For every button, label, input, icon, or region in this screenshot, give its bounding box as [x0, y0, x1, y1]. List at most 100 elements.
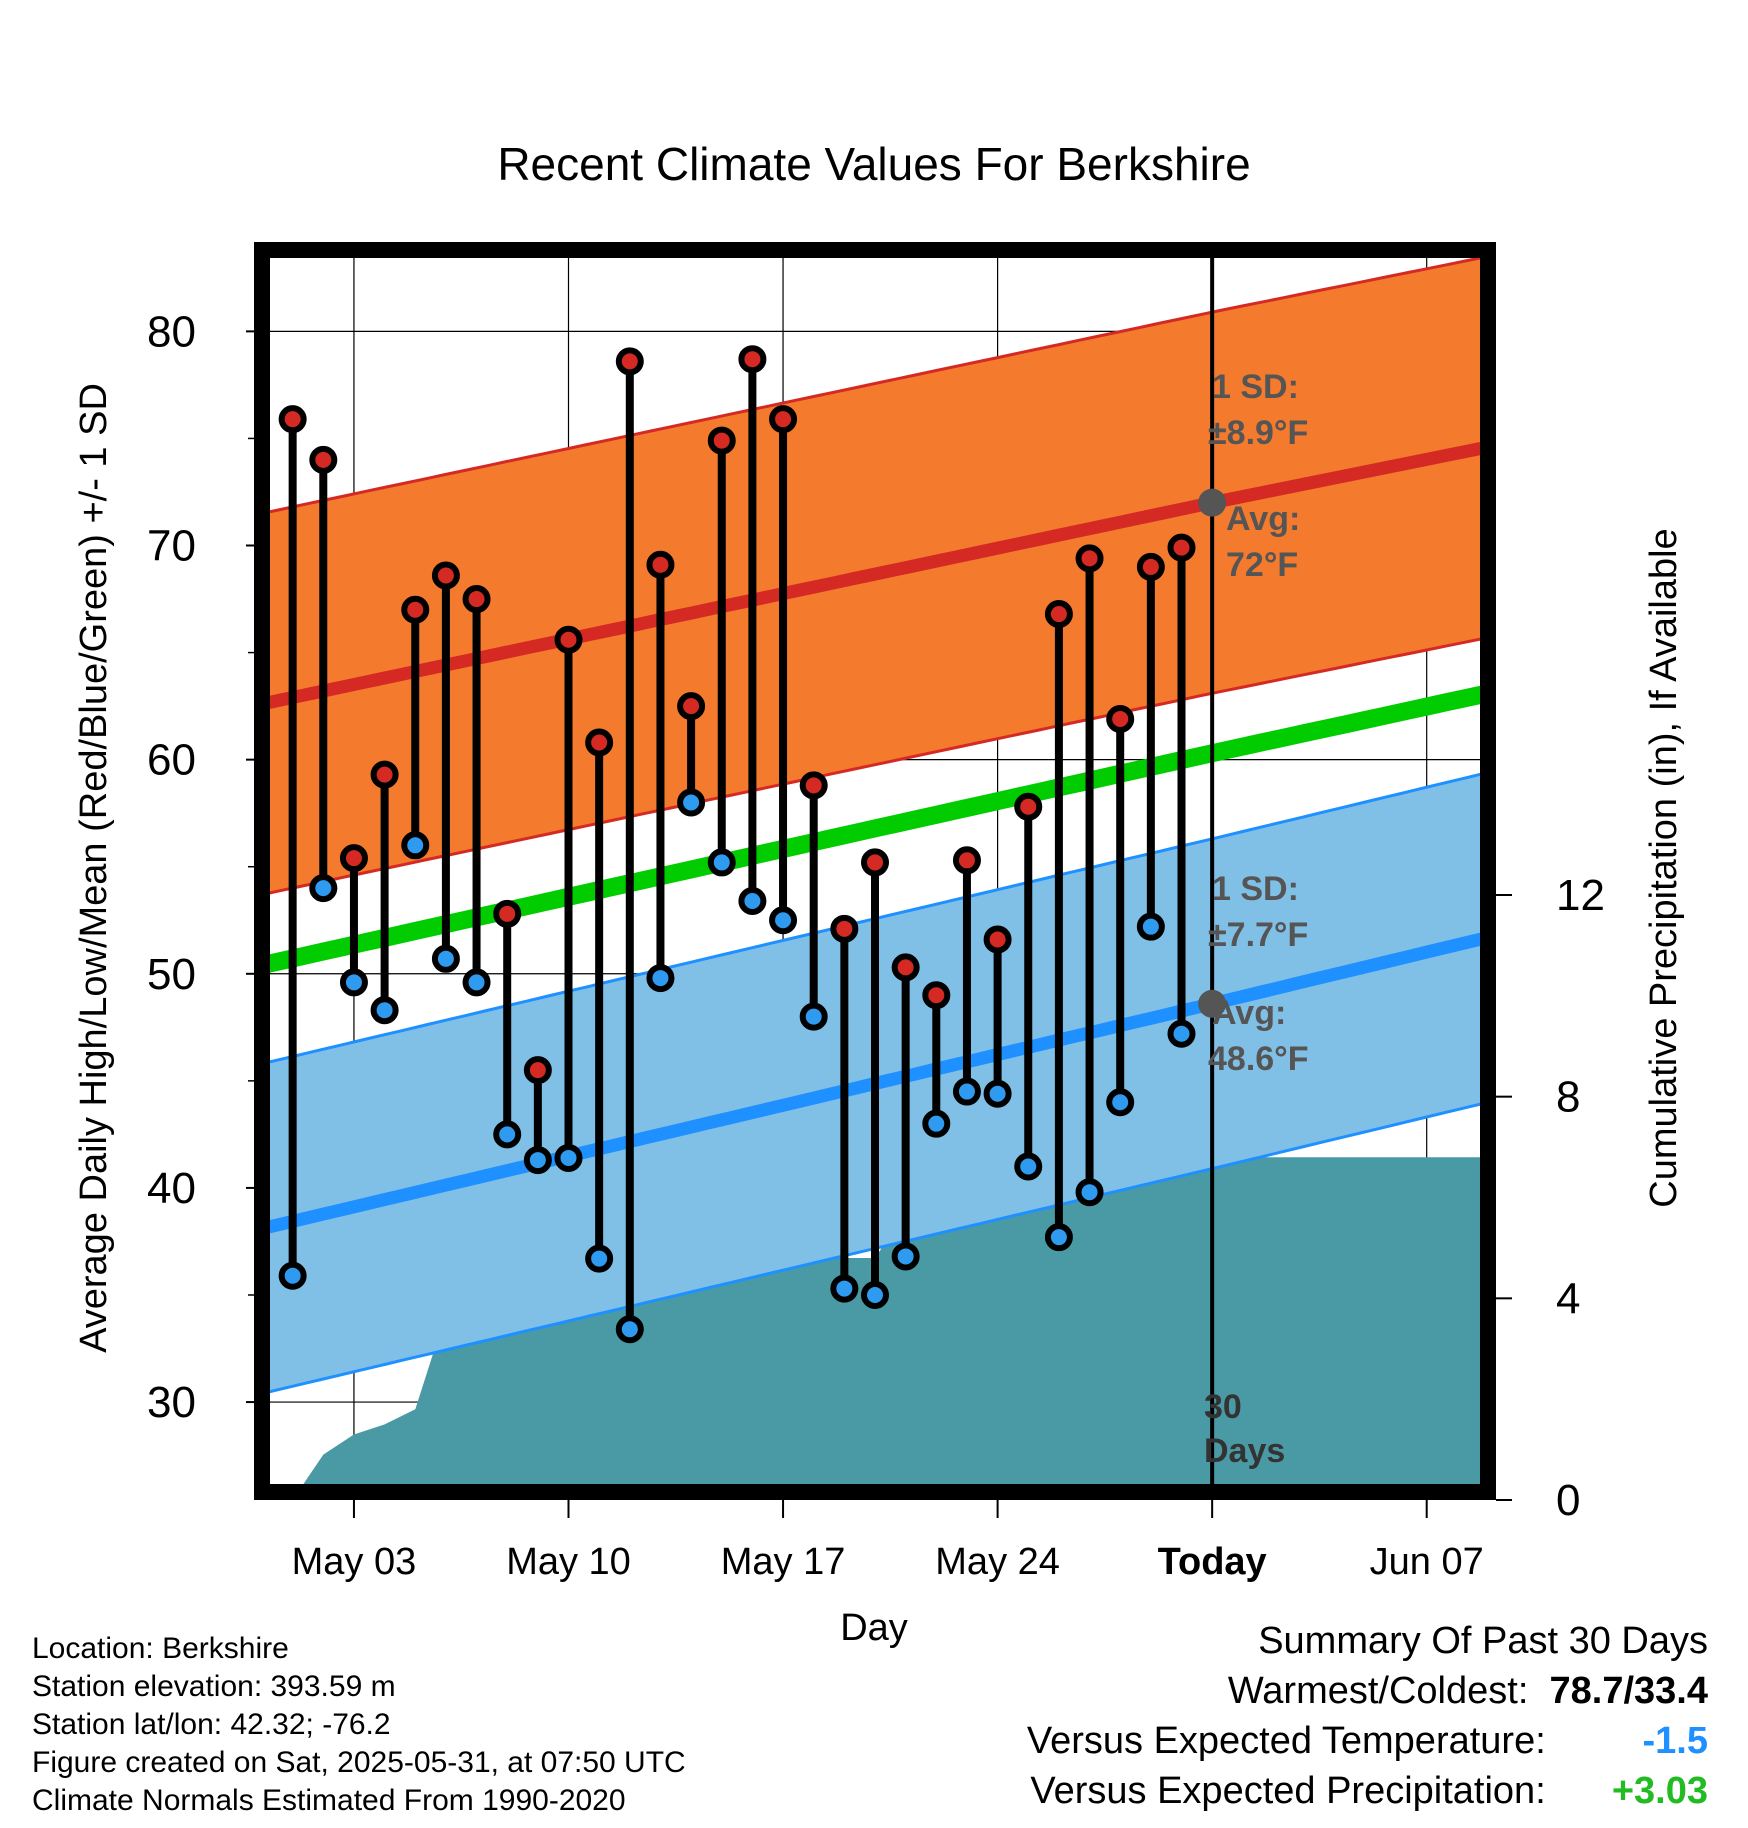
daily-low-point: [554, 1143, 583, 1172]
summary-precip: Versus Expected Precipitation: +3.03: [1030, 1770, 1708, 1813]
precip-value: +3.03: [1611, 1770, 1708, 1812]
daily-low-point: [1075, 1178, 1104, 1207]
mean-normal-line: [262, 684, 1488, 974]
x-axis-ticks: May 03 May 10 May 17 May 24 Today Jun 07: [292, 1500, 1484, 1583]
daily-high-point: [830, 914, 859, 943]
y-tick-label: 80: [147, 307, 196, 356]
daily-high-point: [769, 405, 798, 434]
plot-frame: [254, 242, 1496, 1500]
low-avg-label: Avg:: [1212, 994, 1286, 1032]
daily-low-point: [646, 964, 675, 993]
y2-tick-label: 0: [1556, 1476, 1580, 1525]
y-tick-label: 70: [147, 522, 196, 571]
low-sd-value: ±7.7°F: [1208, 916, 1308, 954]
y2-tick-label: 8: [1556, 1073, 1580, 1122]
daily-high-point: [1044, 600, 1073, 629]
high-normal-line: [262, 440, 1488, 711]
daily-high-point: [493, 899, 522, 928]
days-label: Days: [1204, 1432, 1285, 1470]
daily-high-point: [370, 760, 399, 789]
annotations: 1 SD: ±8.9°F Avg: 72°F 1 SD: ±7.7°F Avg:…: [1204, 368, 1309, 1470]
daily-low-point: [1136, 912, 1165, 941]
low-avg-marker: [1198, 989, 1227, 1018]
daily-high-point: [677, 692, 706, 721]
warm-cold-label: Warmest/Coldest:: [1227, 1670, 1529, 1712]
daily-low-point: [309, 874, 338, 903]
daily-high-point: [1167, 533, 1196, 562]
temp-value: -1.5: [1642, 1720, 1708, 1762]
daily-high-point: [401, 595, 430, 624]
y-axis-ticks: 30 40 50 60 70 80: [147, 307, 254, 1427]
daily-high-point: [922, 981, 951, 1010]
chart-title: Recent Climate Values For Berkshire: [497, 138, 1250, 190]
y2-axis-ticks: 0 4 8 12: [1496, 871, 1605, 1525]
daily-low-point: [799, 1002, 828, 1031]
daily-high-point: [339, 844, 368, 873]
info-elevation: Station elevation: 393.59 m: [32, 1670, 396, 1703]
daily-low-point: [462, 968, 491, 997]
y-tick-label: 60: [147, 736, 196, 785]
summary-warm-cold: Warmest/Coldest: 78.7/33.4: [1228, 1670, 1708, 1713]
daily-high-point: [952, 846, 981, 875]
x-tick-label: May 17: [721, 1541, 846, 1583]
daily-high-point: [646, 550, 675, 579]
daily-low-point: [707, 848, 736, 877]
y2-tick-label: 12: [1556, 871, 1605, 920]
daily-high-point: [1014, 792, 1043, 821]
x-axis-label: Day: [840, 1607, 908, 1649]
daily-range-stems: [288, 359, 1186, 1330]
daily-low-point: [922, 1109, 951, 1138]
daily-high-point: [309, 445, 338, 474]
y-tick-label: 50: [147, 950, 196, 999]
daily-low-point: [493, 1120, 522, 1149]
daily-high-point: [738, 345, 767, 374]
summary-title: Summary Of Past 30 Days: [1258, 1620, 1708, 1662]
y2-tick-label: 4: [1556, 1274, 1580, 1323]
x-tick-label: May 03: [292, 1541, 417, 1583]
daily-high-point: [431, 561, 460, 590]
high-avg-marker: [1198, 488, 1227, 517]
daily-low-point: [339, 968, 368, 997]
daily-low-point: [830, 1274, 859, 1303]
warm-cold-value: 78.7/33.4: [1549, 1670, 1708, 1712]
y2-axis-label: Cumulative Precipitation (in), If Availa…: [1643, 528, 1685, 1207]
y-axis-label: Average Daily High/Low/Mean (Red/Blue/Gr…: [73, 383, 115, 1353]
y-tick-label: 40: [147, 1164, 196, 1213]
daily-low-point: [738, 886, 767, 915]
precip-label: Versus Expected Precipitation:: [1030, 1770, 1546, 1812]
daily-low-point: [523, 1146, 552, 1175]
high-band-lower-edge: [262, 636, 1488, 897]
low-sd-label: 1 SD:: [1212, 870, 1299, 908]
daily-low-point: [585, 1244, 614, 1273]
high-sd-label: 1 SD:: [1212, 368, 1299, 406]
daily-high-point: [983, 925, 1012, 954]
high-avg-label: Avg:: [1226, 500, 1300, 538]
daily-low-point: [677, 788, 706, 817]
daily-high-point: [799, 771, 828, 800]
daily-high-point: [615, 347, 644, 376]
y-tick-label: 30: [147, 1378, 196, 1427]
info-created: Figure created on Sat, 2025-05-31, at 07…: [32, 1746, 686, 1779]
daily-low-point: [278, 1261, 307, 1290]
daily-high-point: [554, 625, 583, 654]
daily-high-point: [861, 848, 889, 877]
temp-label: Versus Expected Temperature:: [1026, 1720, 1546, 1762]
high-band-upper-edge: [262, 254, 1488, 515]
info-normals: Climate Normals Estimated From 1990-2020: [32, 1784, 626, 1817]
daily-low-point: [1167, 1019, 1196, 1048]
daily-high-point: [1106, 704, 1135, 733]
daily-high-point: [462, 585, 491, 614]
daily-low-point: [401, 831, 430, 860]
days-count: 30: [1204, 1388, 1242, 1426]
daily-low-point: [1044, 1223, 1073, 1252]
daily-low-point: [952, 1077, 981, 1106]
precipitation-area: [298, 1157, 1488, 1492]
daily-low-point: [983, 1079, 1012, 1108]
x-tick-label: May 10: [506, 1541, 631, 1583]
daily-low-point: [861, 1280, 889, 1309]
plot-area: [262, 250, 1488, 1492]
daily-high-point: [585, 728, 614, 757]
high-avg-value: 72°F: [1226, 546, 1298, 584]
daily-high-point: [523, 1056, 552, 1085]
low-avg-value: 48.6°F: [1208, 1040, 1309, 1078]
